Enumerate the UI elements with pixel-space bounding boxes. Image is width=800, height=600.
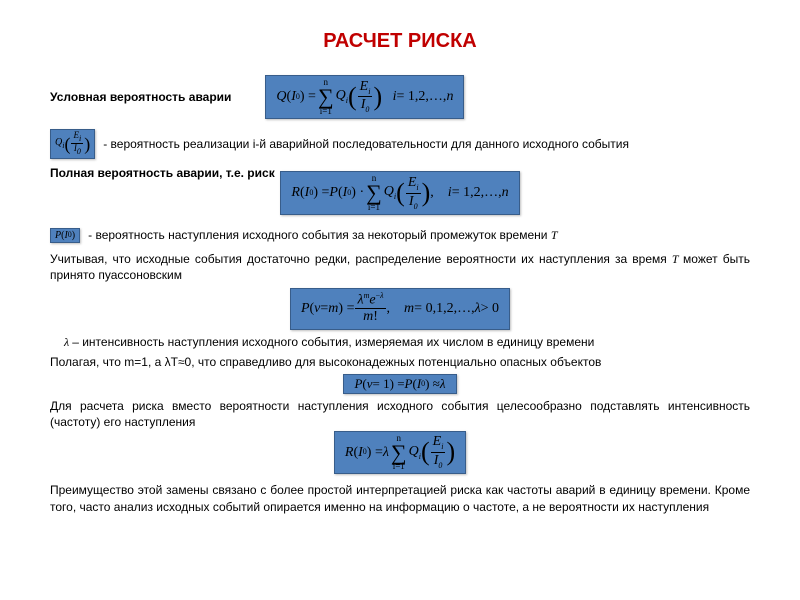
sec2-term-formula: P(I0) (50, 228, 80, 243)
sec2-term-desc-pre: - вероятность наступления исходного собы… (88, 228, 551, 242)
sec3-lambda-sym: λ (64, 335, 72, 349)
page-title: РАСЧЕТ РИСКА (50, 30, 750, 53)
slide: РАСЧЕТ РИСКА Условная вероятность аварии… (0, 0, 800, 539)
sec1-formula: Q(I0) = n∑i=1 Qi (EiI0) i = 1,2,…,n (265, 75, 464, 119)
sec6-para: Преимущество этой замены связано с более… (50, 482, 750, 514)
sec3-formula-wrap: P(ν = m) = λme−λ m! , m = 0,1,2,…, λ > 0 (50, 288, 750, 330)
sec2-term-row: P(I0) - вероятность наступления исходног… (50, 223, 750, 247)
sec1-term-row: Qi (EiI0) - вероятность реализации i-й а… (50, 129, 750, 159)
sec3-lambda-txt: – интенсивность наступления исходного со… (72, 335, 594, 349)
sec2-term-desc: - вероятность наступления исходного собы… (88, 227, 557, 243)
sec4-formula-wrap: P(ν = 1) = P(I0) ≈ λ (50, 374, 750, 394)
sec5-formula-wrap: R(I0) = λ n∑i=1 Qi (EiI0) (50, 431, 750, 475)
sec4-formula: P(ν = 1) = P(I0) ≈ λ (343, 374, 456, 394)
sec1-term-formula: Qi (EiI0) (50, 129, 95, 159)
sec4-para: Полагая, что m=1, а λT≈0, что справедлив… (50, 354, 750, 370)
sec3-para: Учитывая, что исходные события достаточн… (50, 251, 750, 283)
sec1-term-desc: - вероятность реализации i-й аварийной п… (103, 136, 629, 152)
sec2-term-T: T (551, 228, 558, 242)
sec3-para-T: T (672, 252, 683, 266)
sec3-lambda-line: λ – интенсивность наступления исходного … (64, 334, 750, 350)
sec3-formula: P(ν = m) = λme−λ m! , m = 0,1,2,…, λ > 0 (290, 288, 510, 330)
sec1-heading: Условная вероятность аварии (50, 90, 231, 104)
sec5-formula: R(I0) = λ n∑i=1 Qi (EiI0) (334, 431, 466, 475)
sec3-para-pre: Учитывая, что исходные события достаточн… (50, 252, 672, 266)
sec2-formula: R(I0) = P(I0) · n∑i=1 Qi (EiI0), i = 1,2… (280, 171, 519, 215)
sec1-row: Условная вероятность аварии Q(I0) = n∑i=… (50, 75, 750, 119)
sec5-para: Для расчета риска вместо вероятности нас… (50, 398, 750, 430)
